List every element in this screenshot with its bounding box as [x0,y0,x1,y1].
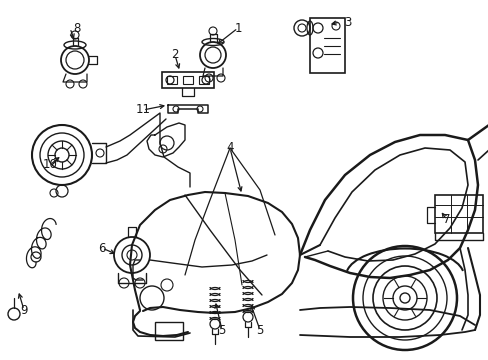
Text: 10: 10 [42,158,57,171]
Bar [155,322,183,340]
Text: 4: 4 [226,141,233,154]
Bar [162,72,214,88]
Bar [199,76,208,84]
Text: 7: 7 [442,213,450,226]
Text: 5: 5 [256,324,263,337]
Text: 8: 8 [73,22,81,35]
Text: 2: 2 [171,49,179,62]
Bar [167,76,177,84]
Text: 5: 5 [218,324,225,337]
Bar [434,195,482,233]
Bar [309,18,345,73]
Bar [183,76,193,84]
Text: 9: 9 [20,303,28,316]
Text: 1: 1 [234,22,241,35]
Text: 6: 6 [98,242,105,255]
Text: 11: 11 [135,104,150,117]
Text: 3: 3 [344,15,351,28]
